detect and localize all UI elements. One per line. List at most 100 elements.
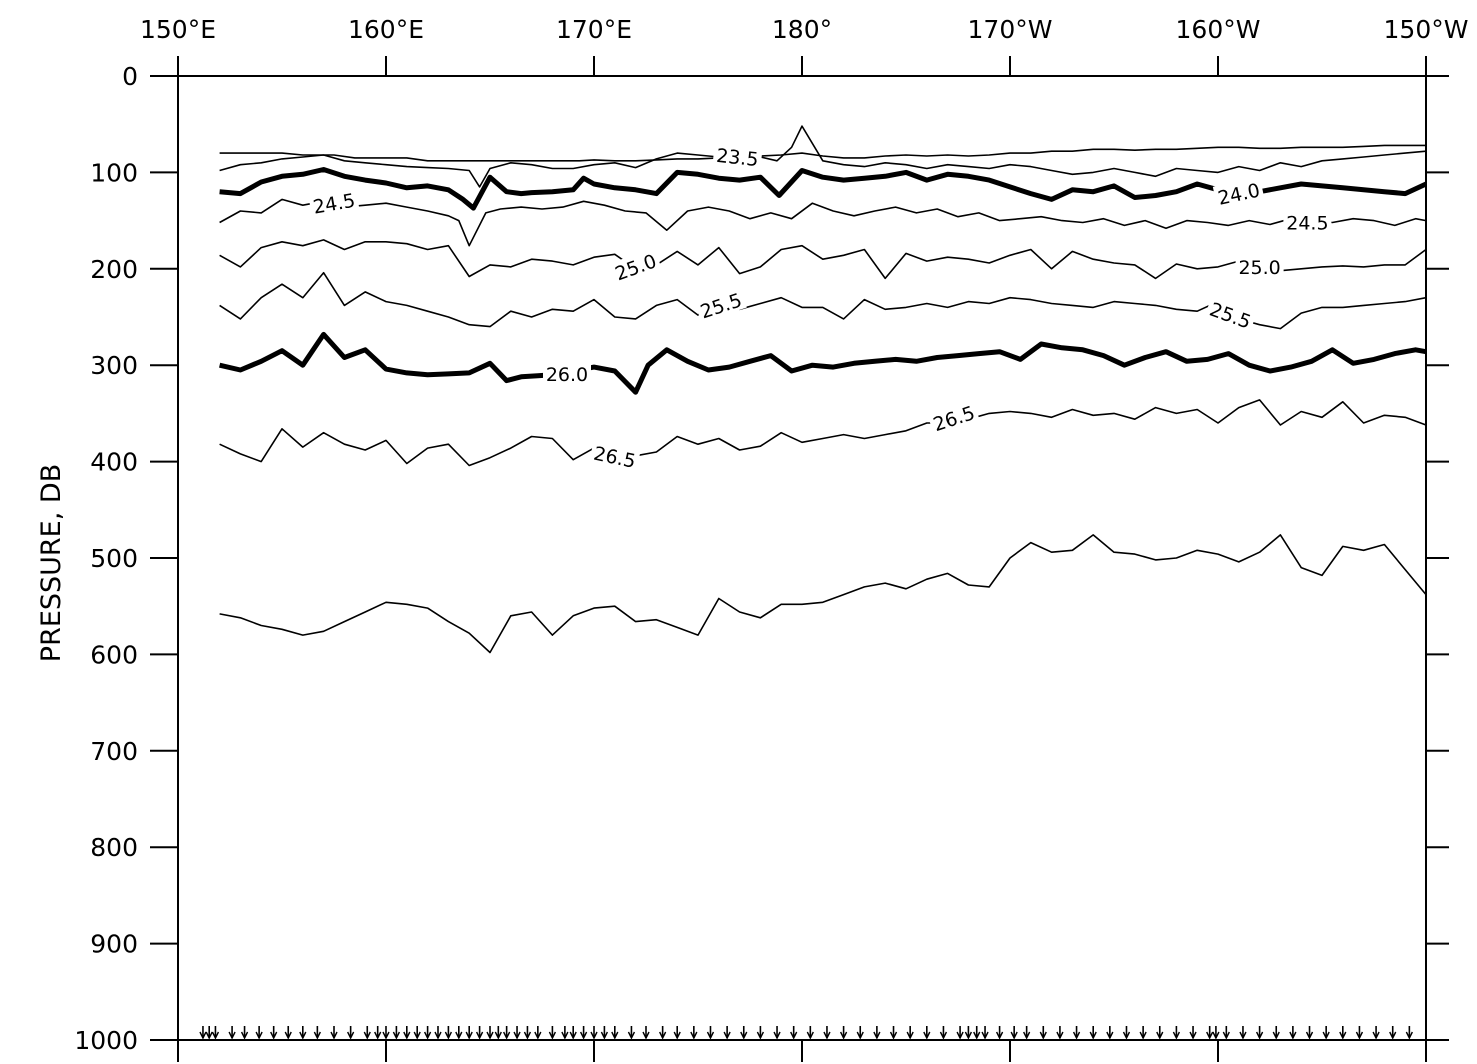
contour-label: 24.5 (1286, 213, 1328, 235)
station-arrowhead (773, 1031, 781, 1040)
station-arrowhead (1189, 1031, 1197, 1040)
contour-label: 25.5 (1207, 298, 1254, 333)
station-arrowhead (523, 1031, 532, 1040)
station-arrowhead (1156, 1031, 1164, 1040)
station-arrowhead (756, 1031, 765, 1040)
x-tick-label: 150°W (1384, 15, 1469, 44)
contour-label-bg (1204, 295, 1258, 333)
contour-label-bg (308, 187, 360, 218)
station-arrowhead (923, 1031, 931, 1040)
station-arrowhead (270, 1031, 278, 1040)
station-arrowhead (1172, 1031, 1181, 1040)
y-tick-label: 700 (90, 737, 138, 766)
x-tick-label: 160°W (1176, 15, 1261, 44)
station-arrowhead (1072, 1031, 1081, 1040)
station-arrowhead (1212, 1031, 1220, 1040)
contour-label-group: 24.5 (1283, 210, 1332, 235)
station-arrowhead (706, 1031, 715, 1040)
station-arrowhead (806, 1031, 814, 1040)
station-arrowhead (561, 1031, 569, 1040)
station-arrowhead (673, 1031, 681, 1040)
station-arrowhead (503, 1031, 511, 1040)
station-arrowhead (627, 1031, 636, 1040)
x-tick-label: 150°E (140, 15, 216, 44)
station-arrowhead (392, 1031, 401, 1040)
station-arrowhead (347, 1031, 355, 1040)
contour-labels: 23.5 24.5 24.0 24.5 25.0 25.0 25.5 25.5 26.0 26.5… (308, 142, 1332, 473)
station-arrowhead (455, 1031, 463, 1040)
contour-label-group: 24.5 (308, 187, 360, 219)
station-arrowhead (465, 1031, 473, 1040)
contour-27-0 (219, 534, 1427, 654)
station-arrowhead (330, 1031, 338, 1040)
station-arrowhead (973, 1031, 981, 1040)
x-tick-label: 170°W (968, 15, 1053, 44)
station-arrowhead (403, 1031, 411, 1040)
contour-label: 23.5 (715, 145, 759, 171)
station-arrowhead (611, 1031, 619, 1040)
station-arrowhead (995, 1031, 1004, 1040)
axis-ticks: 150°E 160°E 170°E 180° 170°W 160°W 150°W 0 100 20… (74, 15, 1468, 1062)
station-arrowhead (659, 1031, 667, 1040)
contour-24-5 (219, 198, 1427, 247)
station-arrowhead (1089, 1031, 1097, 1040)
contour-label: 25.5 (698, 289, 745, 323)
station-arrowhead (740, 1031, 748, 1040)
station-arrowhead (486, 1031, 494, 1040)
station-arrowhead (579, 1031, 588, 1040)
contour-label-bg (543, 361, 591, 384)
station-arrowhead (839, 1031, 848, 1040)
station-arrowhead (1405, 1031, 1413, 1040)
contour-label-bg (927, 399, 980, 436)
y-tick-label: 900 (90, 930, 138, 959)
contour-26-0 (219, 331, 1427, 395)
station-arrowhead (211, 1031, 220, 1040)
station-arrowhead (313, 1031, 321, 1040)
station-arrowhead (228, 1031, 236, 1040)
station-arrowhead (1272, 1031, 1280, 1040)
station-arrowhead (1372, 1031, 1380, 1040)
contour-label-bg (608, 247, 662, 285)
station-arrowhead (444, 1031, 453, 1040)
station-arrowhead (534, 1031, 542, 1040)
station-arrowhead (590, 1031, 598, 1040)
station-markers (199, 1026, 1413, 1040)
station-arrowhead (642, 1031, 650, 1040)
station-arrowhead (374, 1031, 382, 1040)
station-arrowhead (1056, 1031, 1064, 1040)
station-arrowhead (1339, 1031, 1347, 1040)
station-arrowhead (494, 1031, 502, 1040)
station-arrowhead (205, 1031, 213, 1040)
contour-25-0 (219, 239, 1427, 280)
y-tick-label: 1000 (74, 1026, 138, 1055)
station-arrowhead (1239, 1031, 1247, 1040)
y-tick-label: 500 (90, 544, 138, 573)
contour-label-bg (694, 286, 747, 323)
station-arrowhead (382, 1031, 390, 1040)
station-arrowhead (1106, 1031, 1114, 1040)
station-arrowhead (413, 1031, 421, 1040)
station-arrowhead (1389, 1031, 1397, 1040)
station-arrowhead (690, 1031, 698, 1040)
contour-23-0 (219, 144, 1426, 162)
contour-label-bg (1235, 254, 1284, 277)
station-arrowhead (1206, 1031, 1214, 1040)
contour-label-group: 24.0 (1212, 176, 1265, 210)
station-arrowhead (569, 1031, 577, 1040)
station-arrowhead (1322, 1031, 1330, 1040)
contour-label-bg (1283, 210, 1332, 233)
contour-label-group: 25.5 (1204, 295, 1258, 334)
station-arrowhead (1023, 1031, 1031, 1040)
contour-label: 26.5 (592, 443, 638, 473)
station-arrowhead (1122, 1031, 1131, 1040)
contour-label-group: 23.5 (712, 142, 763, 171)
contour-label-group: 26.5 (589, 440, 641, 473)
station-arrowhead (873, 1031, 881, 1040)
contour-23-5 (219, 125, 1427, 188)
station-arrowhead (299, 1031, 307, 1040)
y-tick-label: 0 (122, 62, 138, 91)
station-arrowhead (1139, 1031, 1147, 1040)
contour-label: 26.5 (931, 402, 978, 436)
station-arrowhead (1010, 1031, 1018, 1040)
